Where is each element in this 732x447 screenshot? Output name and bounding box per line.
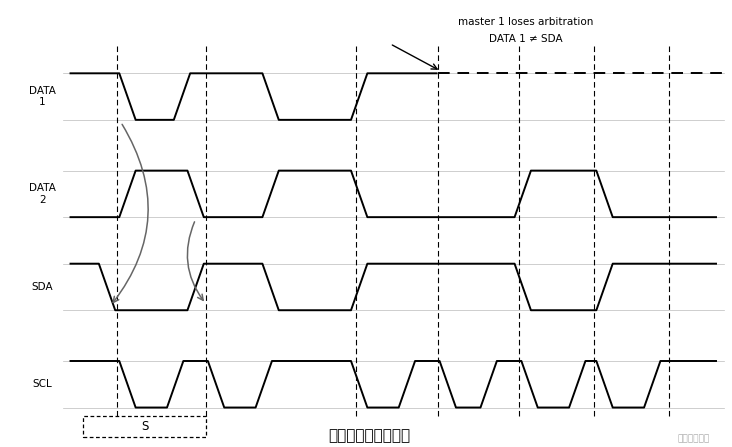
Text: DATA 1 ≠ SDA: DATA 1 ≠ SDA [490, 34, 563, 44]
Text: DATA
1: DATA 1 [29, 86, 56, 107]
Text: SDA: SDA [31, 282, 53, 292]
Text: SCL: SCL [32, 379, 52, 389]
Text: 两个主机的仲裁过程: 两个主机的仲裁过程 [329, 429, 411, 443]
Text: master 1 loses arbitration: master 1 loses arbitration [458, 17, 594, 27]
Text: S: S [141, 420, 148, 433]
Text: 电子工程专辑: 电子工程专辑 [678, 434, 710, 443]
Text: DATA
2: DATA 2 [29, 183, 56, 205]
